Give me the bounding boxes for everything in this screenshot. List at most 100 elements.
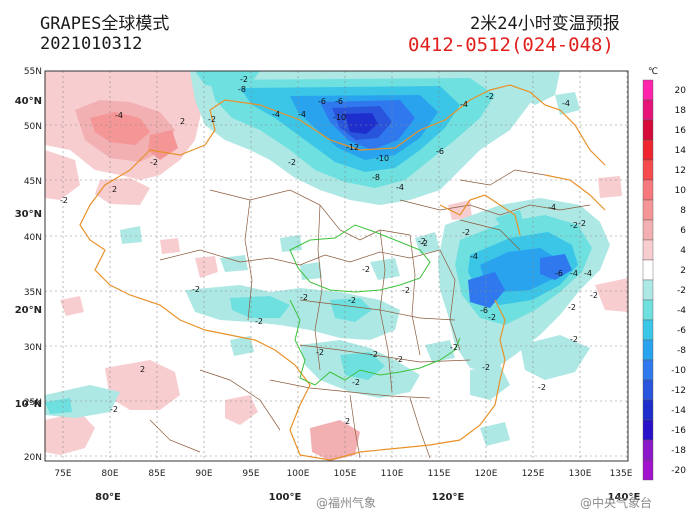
lon-bold-label: 100°E [269, 492, 302, 503]
river-basin-boundary [289, 224, 461, 386]
legend-color-box [642, 199, 654, 221]
model-title: GRAPES全球模式 [40, 14, 170, 34]
contour-label: -6 [318, 97, 326, 106]
contour-label: -2 [110, 405, 118, 414]
contour-label: 2 [112, 185, 117, 194]
watermark-cma: @中央气象台 [580, 496, 653, 510]
contour-label: -2 [362, 265, 370, 274]
lon-tick-label: 115E [428, 469, 451, 479]
lat-tick-label: 45N [24, 177, 42, 187]
contour-label: -2 [418, 237, 426, 246]
lon-tick-label: 90E [195, 469, 212, 479]
contour-label: -2 [570, 335, 578, 344]
legend-color-box [642, 339, 654, 361]
legend-color-box [642, 79, 654, 101]
lon-tick-label: 85E [148, 469, 165, 479]
contour-label: -2 [450, 343, 458, 352]
province-boundaries [149, 169, 591, 459]
contour-label: -2 [192, 285, 200, 294]
contour-label: -2 [288, 158, 296, 167]
legend-unit: ℃ [648, 67, 658, 77]
lon-bold-label: 80°E [95, 492, 121, 503]
legend-color-box [642, 119, 654, 141]
cooling-area-north [190, 71, 580, 205]
contour-label: -12 [346, 143, 359, 152]
legend-level-label: -12 [671, 386, 686, 396]
contour-label: -4 [460, 100, 468, 109]
legend-level-label: -16 [671, 426, 686, 436]
contour-label: -2 [370, 350, 378, 359]
legend-color-box [642, 419, 654, 441]
contour-label: 2 [180, 117, 185, 126]
legend-color-box [642, 459, 654, 481]
contour-label: 2 [345, 417, 350, 426]
legend-level-label: -14 [671, 406, 686, 416]
lon-tick-label: 95E [242, 469, 259, 479]
contour-label: -2 [240, 75, 248, 84]
legend-level-label: -18 [671, 446, 686, 456]
watermark-fuzhou: @福州气象 [316, 496, 377, 510]
legend-level-label: -2 [677, 286, 686, 296]
legend-level-label: 8 [680, 206, 686, 216]
legend-level-label: 14 [675, 146, 687, 156]
lat-tick-label: 55N [24, 67, 42, 77]
lat-tick-label: 20N [24, 453, 42, 463]
lon-tick-label: 100E [287, 469, 310, 479]
legend-level-label: 16 [675, 126, 687, 136]
legend-level-label: 4 [680, 246, 686, 256]
contour-label: -2 [150, 158, 158, 167]
contour-label: -6 [480, 306, 488, 315]
legend-level-label: 18 [675, 106, 687, 116]
map-field: -2 -8 -6 -4 -4 -6 -10 -12 -10 -8 -6 -4 -… [45, 71, 628, 461]
contour-label: -6 [436, 147, 444, 156]
lon-tick-label: 125E [522, 469, 545, 479]
legend-color-box [642, 359, 654, 381]
contour-label: -4 [548, 203, 556, 212]
init-time: 2021010312 [40, 34, 143, 54]
contour-label: -4 [396, 183, 404, 192]
legend-color-box [642, 259, 654, 281]
lat-tick-label: 40N [24, 233, 42, 243]
lat-tick-label: 30N [24, 343, 42, 353]
contour-label: -2 [348, 296, 356, 305]
contour-label: -2 [570, 221, 578, 230]
lon-axis: 75E 80E 85E 90E 95E 100E 105E 110E 115E … [54, 469, 640, 503]
contour-label: -2 [300, 293, 308, 302]
contour-label: 2 [140, 365, 145, 374]
lon-tick-label: 105E [334, 469, 357, 479]
lat-bold-label: 20°N [15, 305, 42, 316]
lon-bold-label: 120°E [432, 492, 465, 503]
contour-label: -2 [395, 355, 403, 364]
lat-bold-label: 10°N [15, 399, 42, 410]
contour-label: -2 [420, 239, 428, 248]
legend-color-box [642, 299, 654, 321]
forecast-time-range: 0412-0512(024-048) [408, 34, 614, 56]
color-legend: ℃ 20 18 16 14 12 10 8 6 4 2 -2 -4 -6 -8 -10 -12 -14 -16 -1… [642, 67, 687, 481]
contour-label: -2 [208, 115, 216, 124]
contour-label: -4 [584, 269, 592, 278]
lat-tick-label: 35N [24, 288, 42, 298]
legend-color-box [642, 99, 654, 121]
lat-bold-label: 30°N [15, 209, 42, 220]
contour-label: -2 [486, 92, 494, 101]
contour-label: -10 [333, 113, 346, 122]
lat-bold-label: 40°N [15, 96, 42, 107]
contour-label: -4 [570, 269, 578, 278]
legend-level-label: -20 [671, 466, 686, 476]
lat-axis: 55N 50N 45N 40N 35N 30N 25N 20N 40°N 30°… [15, 67, 42, 463]
legend-level-label: 12 [675, 166, 686, 176]
contour-label: -2 [316, 348, 324, 357]
legend-level-label: -4 [677, 306, 686, 316]
lon-tick-label: 120E [475, 469, 498, 479]
legend-level-label: -8 [677, 346, 686, 356]
lon-tick-label: 80E [101, 469, 118, 479]
contour-label: -2 [402, 286, 410, 295]
map-frame [44, 70, 629, 462]
contour-label: -2 [482, 363, 490, 372]
lon-tick-label: 135E [610, 469, 633, 479]
legend-level-label: 6 [680, 226, 686, 236]
lat-tick-label: 25N [24, 398, 42, 408]
lat-tick-label: 50N [24, 122, 42, 132]
contour-label: -8 [238, 85, 246, 94]
